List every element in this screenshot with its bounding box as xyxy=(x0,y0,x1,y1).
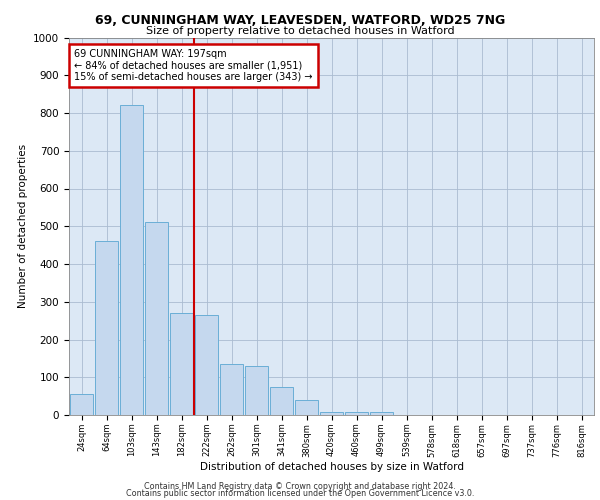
Y-axis label: Number of detached properties: Number of detached properties xyxy=(17,144,28,308)
Bar xyxy=(120,106,143,415)
Bar xyxy=(370,412,393,415)
Bar xyxy=(345,412,368,415)
Text: Contains HM Land Registry data © Crown copyright and database right 2024.: Contains HM Land Registry data © Crown c… xyxy=(144,482,456,491)
Text: Contains public sector information licensed under the Open Government Licence v3: Contains public sector information licen… xyxy=(126,489,474,498)
Bar xyxy=(95,242,118,415)
Bar xyxy=(320,412,343,415)
Bar xyxy=(220,364,243,415)
Text: Size of property relative to detached houses in Watford: Size of property relative to detached ho… xyxy=(146,26,454,36)
Bar xyxy=(195,315,218,415)
Bar xyxy=(70,394,93,415)
Bar xyxy=(170,313,193,415)
X-axis label: Distribution of detached houses by size in Watford: Distribution of detached houses by size … xyxy=(199,462,464,472)
Text: 69, CUNNINGHAM WAY, LEAVESDEN, WATFORD, WD25 7NG: 69, CUNNINGHAM WAY, LEAVESDEN, WATFORD, … xyxy=(95,14,505,27)
Bar xyxy=(245,366,268,415)
Bar xyxy=(295,400,318,415)
Bar xyxy=(270,386,293,415)
Text: 69 CUNNINGHAM WAY: 197sqm
← 84% of detached houses are smaller (1,951)
15% of se: 69 CUNNINGHAM WAY: 197sqm ← 84% of detac… xyxy=(74,49,313,82)
Bar xyxy=(145,222,168,415)
